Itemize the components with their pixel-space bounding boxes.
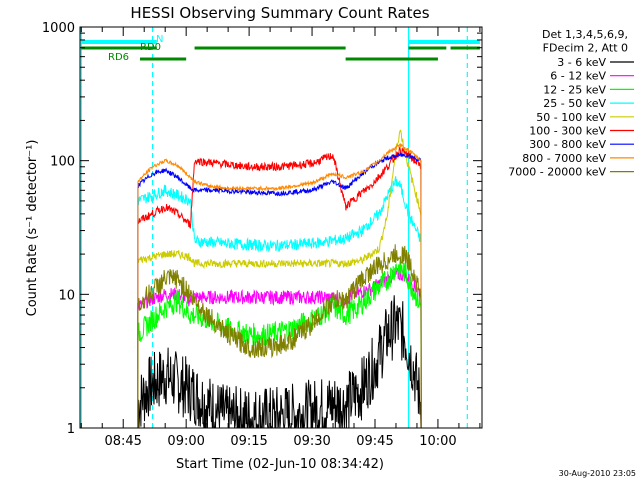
y-axis-label: Count Rate (s⁻¹ detector⁻¹)	[25, 140, 40, 317]
y-tick-label: 1000	[42, 21, 75, 36]
legend-header-2: FDecim 2, Att 0	[543, 42, 628, 55]
legend-label-9: 7000 - 20000 keV	[508, 166, 606, 179]
status-bar-label-rd0: RD0	[140, 42, 161, 53]
status-bar-label-rd6: RD6	[108, 52, 129, 63]
series-line-6	[137, 145, 422, 428]
legend-label-2: 6 - 12 keV	[550, 70, 606, 83]
series-line-5	[137, 129, 422, 428]
footer-date: 30-Aug-2010 23:05	[559, 469, 636, 478]
legend-label-8: 800 - 7000 keV	[522, 152, 606, 165]
x-tick-label: 09:30	[293, 434, 330, 449]
plot-frame	[79, 26, 483, 429]
legend-label-6: 100 - 300 keV	[529, 125, 606, 138]
x-tick-label: 09:00	[167, 434, 204, 449]
legend: Det 1,3,4,5,6,9,FDecim 2, Att 03 - 6 keV…	[508, 28, 634, 179]
legend-label-4: 25 - 50 keV	[543, 97, 606, 110]
legend-label-7: 300 - 800 keV	[529, 138, 606, 151]
y-tick-label: 10	[58, 288, 75, 303]
series-line-3	[137, 257, 422, 428]
x-tick-label: 08:45	[104, 434, 141, 449]
x-axis-label: Start Time (02-Jun-10 08:34:42)	[176, 457, 384, 472]
chart-title: HESSI Observing Summary Count Rates	[130, 4, 429, 22]
series-line-7	[137, 152, 422, 428]
series-line-4	[137, 176, 422, 428]
x-tick-label: 09:45	[356, 434, 393, 449]
y-tick-label: 100	[50, 155, 75, 170]
series-line-8	[137, 142, 422, 428]
x-tick-label: 10:00	[419, 434, 456, 449]
legend-label-3: 12 - 25 keV	[543, 83, 606, 96]
x-tick-label: 09:15	[230, 434, 267, 449]
legend-header-1: Det 1,3,4,5,6,9,	[542, 28, 628, 41]
legend-label-1: 3 - 6 keV	[557, 56, 606, 69]
legend-label-5: 50 - 100 keV	[536, 111, 606, 124]
y-tick-label: 1	[67, 422, 75, 437]
series-line-1	[137, 295, 422, 428]
status-bar-label-n: N	[156, 34, 163, 45]
series-line-9	[137, 244, 422, 428]
